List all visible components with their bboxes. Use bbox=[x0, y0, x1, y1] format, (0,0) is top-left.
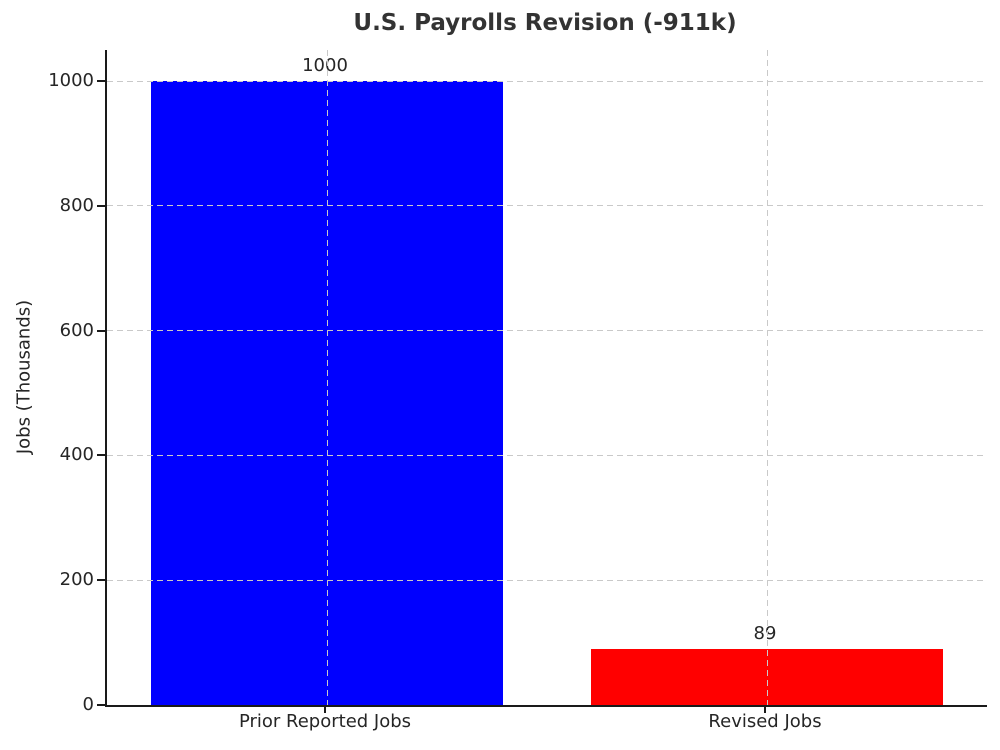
y-gridline bbox=[107, 80, 987, 82]
y-tick-label: 200 bbox=[59, 569, 94, 591]
y-tick-label: 400 bbox=[59, 444, 94, 466]
chart-title: U.S. Payrolls Revision (-911k) bbox=[353, 10, 737, 36]
y-tick-mark bbox=[97, 80, 105, 83]
x-tick-mark bbox=[324, 707, 326, 713]
y-tick-label: 800 bbox=[59, 194, 94, 216]
y-tick-label: 1000 bbox=[48, 70, 94, 92]
y-tick-mark bbox=[97, 329, 105, 332]
y-tick-mark bbox=[97, 579, 105, 582]
bar-value-label: 1000 bbox=[302, 55, 348, 77]
y-tick-label: 0 bbox=[82, 694, 94, 715]
x-tick-label: Revised Jobs bbox=[708, 711, 822, 732]
y-tick-mark bbox=[97, 704, 105, 706]
x-gridline bbox=[326, 50, 328, 705]
y-gridline bbox=[107, 454, 987, 456]
plot-area bbox=[105, 50, 987, 707]
y-gridline bbox=[107, 330, 987, 332]
y-tick-mark bbox=[97, 204, 105, 207]
y-tick-label: 600 bbox=[59, 319, 94, 341]
x-gridline bbox=[766, 50, 768, 705]
x-tick-mark bbox=[764, 707, 766, 713]
bar-value-label: 89 bbox=[753, 623, 777, 645]
y-gridline bbox=[107, 205, 987, 207]
y-gridline bbox=[107, 579, 987, 581]
x-tick-label: Prior Reported Jobs bbox=[238, 711, 412, 732]
y-tick-mark bbox=[97, 454, 105, 457]
